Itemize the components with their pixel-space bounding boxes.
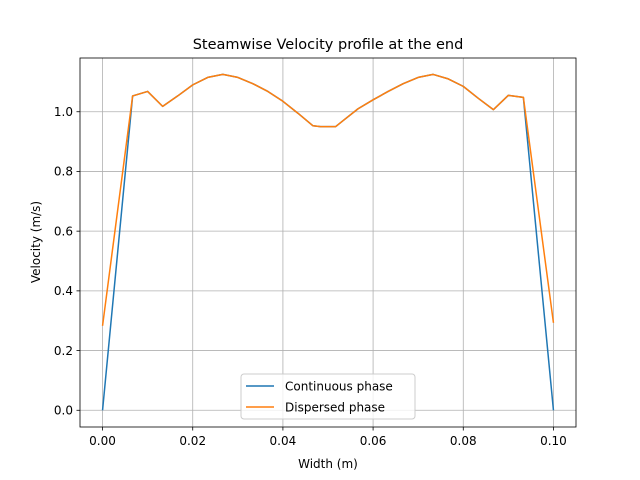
- chart-title: Steamwise Velocity profile at the end: [193, 37, 464, 53]
- plot-lines: [101, 73, 555, 411]
- y-tick-label: 0.0: [54, 404, 73, 418]
- y-tick-label: 0.4: [54, 284, 73, 298]
- y-axis-label: Velocity (m/s): [29, 201, 43, 283]
- x-tick-label: 0.04: [270, 434, 297, 448]
- x-tick-label: 0.06: [360, 434, 387, 448]
- x-tick-label: 0.02: [179, 434, 206, 448]
- y-tick-label: 0.6: [54, 224, 73, 238]
- x-tick-label: 0.10: [540, 434, 567, 448]
- y-tick-label: 0.8: [54, 165, 73, 179]
- series-line-dispersed: [101, 73, 555, 326]
- x-axis-label: Width (m): [298, 457, 358, 471]
- y-tick-label: 1.0: [54, 105, 73, 119]
- y-tick-label: 0.2: [54, 344, 73, 358]
- legend-box: [240, 373, 416, 420]
- y-axis-ticks: 0.0 0.2 0.4 0.6 0.8 1.0: [54, 105, 80, 418]
- x-tick-label: 0.00: [89, 434, 116, 448]
- x-axis-ticks: 0.00 0.02 0.04 0.06 0.08 0.10: [89, 427, 567, 448]
- grid-lines: [80, 58, 576, 427]
- legend-label-dispersed: Dispersed phase: [285, 401, 385, 415]
- legend: Continuous phase Dispersed phase: [240, 373, 416, 420]
- plot-frame: [79, 57, 577, 428]
- x-tick-label: 0.08: [450, 434, 477, 448]
- legend-label-continuous: Continuous phase: [285, 380, 393, 394]
